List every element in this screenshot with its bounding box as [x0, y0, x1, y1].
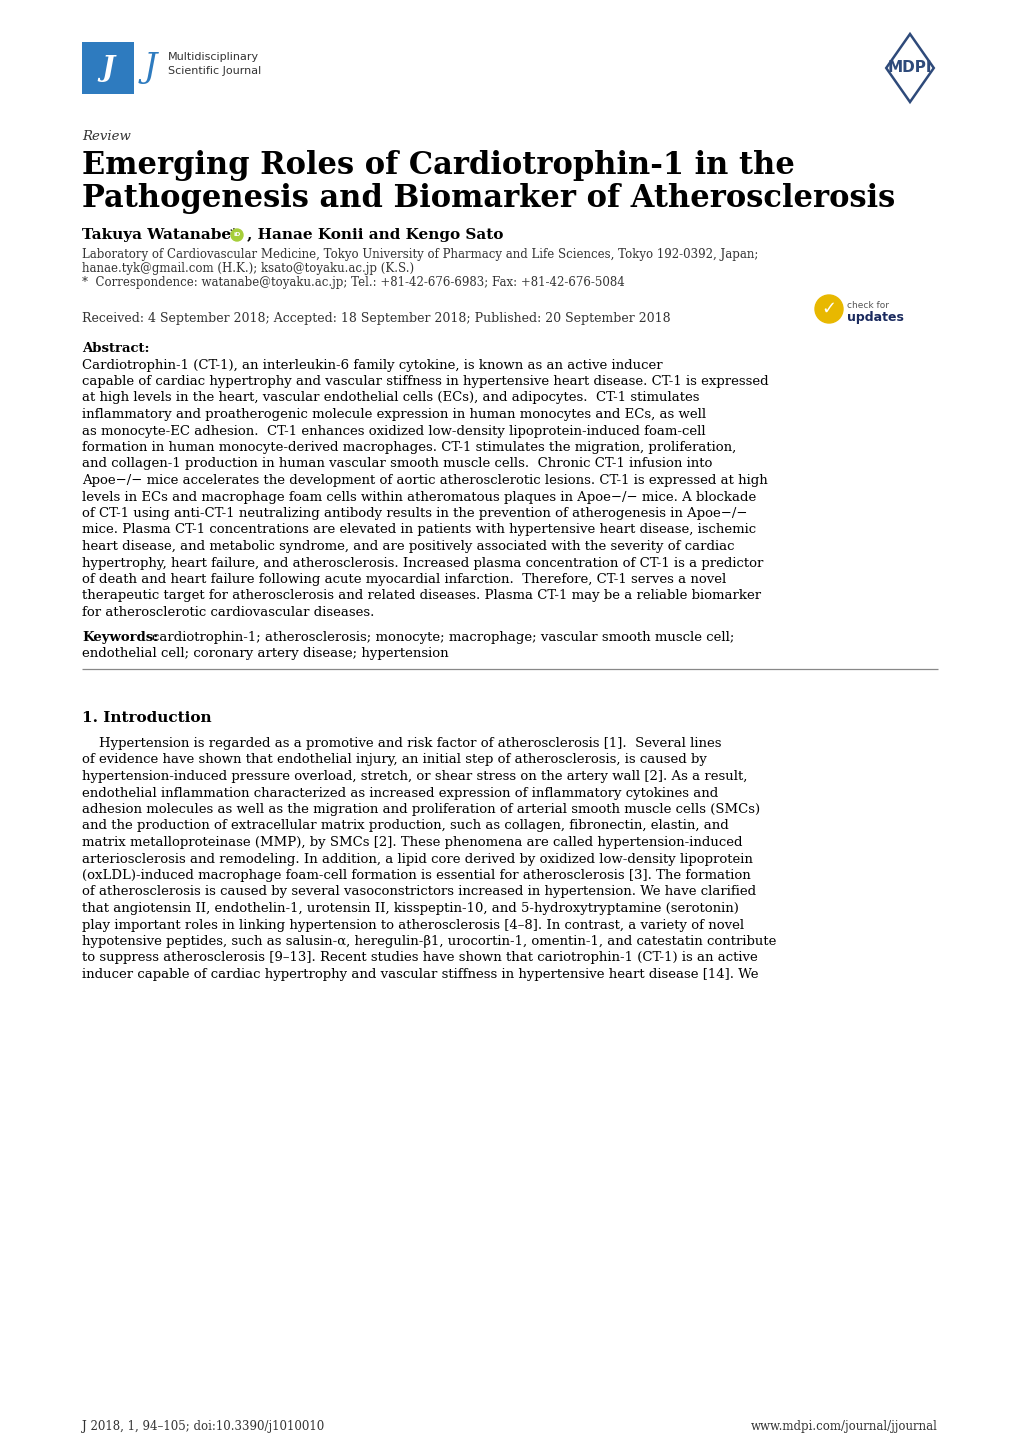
Text: Multidisciplinary
Scientific Journal: Multidisciplinary Scientific Journal: [168, 52, 261, 76]
Text: ✓: ✓: [820, 300, 836, 319]
Text: play important roles in linking hypertension to atherosclerosis [4–8]. In contra: play important roles in linking hyperten…: [82, 919, 744, 932]
Text: , Hanae Konii and Kengo Sato: , Hanae Konii and Kengo Sato: [247, 228, 503, 242]
Text: hypertension-induced pressure overload, stretch, or shear stress on the artery w: hypertension-induced pressure overload, …: [82, 770, 747, 783]
Text: Review: Review: [82, 130, 130, 143]
Text: endothelial inflammation characterized as increased expression of inflammatory c: endothelial inflammation characterized a…: [82, 786, 717, 799]
Text: of evidence have shown that endothelial injury, an initial step of atheroscleros: of evidence have shown that endothelial …: [82, 754, 706, 767]
Text: Emerging Roles of Cardiotrophin-1 in the: Emerging Roles of Cardiotrophin-1 in the: [82, 150, 794, 182]
Text: Cardiotrophin-1 (CT-1), an interleukin-6 family cytokine, is known as an active : Cardiotrophin-1 (CT-1), an interleukin-6…: [82, 359, 662, 372]
Text: capable of cardiac hypertrophy and vascular stiffness in hypertensive heart dise: capable of cardiac hypertrophy and vascu…: [82, 375, 768, 388]
Text: levels in ECs and macrophage foam cells within atheromatous plaques in Apoe−/− m: levels in ECs and macrophage foam cells …: [82, 490, 755, 503]
Text: matrix metalloproteinase (MMP), by SMCs [2]. These phenomena are called hyperten: matrix metalloproteinase (MMP), by SMCs …: [82, 836, 742, 849]
Text: cardiotrophin-1; atherosclerosis; monocyte; macrophage; vascular smooth muscle c: cardiotrophin-1; atherosclerosis; monocy…: [152, 630, 734, 643]
Text: arteriosclerosis and remodeling. In addition, a lipid core derived by oxidized l: arteriosclerosis and remodeling. In addi…: [82, 852, 752, 865]
Text: Hypertension is regarded as a promotive and risk factor of atherosclerosis [1]. : Hypertension is regarded as a promotive …: [82, 737, 720, 750]
Text: for atherosclerotic cardiovascular diseases.: for atherosclerotic cardiovascular disea…: [82, 606, 374, 619]
Text: Keywords:: Keywords:: [82, 630, 158, 643]
Text: of death and heart failure following acute myocardial infarction.  Therefore, CT: of death and heart failure following acu…: [82, 572, 726, 585]
Text: 1. Introduction: 1. Introduction: [82, 711, 211, 725]
Text: inducer capable of cardiac hypertrophy and vascular stiffness in hypertensive he: inducer capable of cardiac hypertrophy a…: [82, 968, 758, 981]
Text: updates: updates: [846, 311, 903, 324]
Text: at high levels in the heart, vascular endothelial cells (ECs), and adipocytes.  : at high levels in the heart, vascular en…: [82, 391, 699, 405]
Text: hanae.tyk@gmail.com (H.K.); ksato@toyaku.ac.jp (K.S.): hanae.tyk@gmail.com (H.K.); ksato@toyaku…: [82, 262, 414, 275]
Text: as monocyte-EC adhesion.  CT-1 enhances oxidized low-density lipoprotein-induced: as monocyte-EC adhesion. CT-1 enhances o…: [82, 424, 705, 437]
Text: hypotensive peptides, such as salusin-α, heregulin-β1, urocortin-1, omentin-1, a: hypotensive peptides, such as salusin-α,…: [82, 934, 775, 947]
Text: Takuya Watanabe: Takuya Watanabe: [82, 228, 236, 242]
Polygon shape: [886, 35, 932, 102]
Text: that angiotensin II, endothelin-1, urotensin II, kisspeptin-10, and 5-hydroxytry: that angiotensin II, endothelin-1, urote…: [82, 903, 738, 916]
Text: J: J: [144, 52, 157, 84]
Text: to suppress atherosclerosis [9–13]. Recent studies have shown that cariotrophin-: to suppress atherosclerosis [9–13]. Rece…: [82, 952, 757, 965]
Text: of CT-1 using anti-CT-1 neutralizing antibody results in the prevention of ather: of CT-1 using anti-CT-1 neutralizing ant…: [82, 508, 747, 521]
Text: Laboratory of Cardiovascular Medicine, Tokyo University of Pharmacy and Life Sci: Laboratory of Cardiovascular Medicine, T…: [82, 248, 758, 261]
Text: endothelial cell; coronary artery disease; hypertension: endothelial cell; coronary artery diseas…: [82, 647, 448, 660]
Circle shape: [230, 229, 243, 241]
Text: Abstract:: Abstract:: [82, 342, 150, 355]
Text: J 2018, 1, 94–105; doi:10.3390/j1010010: J 2018, 1, 94–105; doi:10.3390/j1010010: [82, 1420, 324, 1433]
Text: and collagen-1 production in human vascular smooth muscle cells.  Chronic CT-1 i: and collagen-1 production in human vascu…: [82, 457, 711, 470]
Text: Pathogenesis and Biomarker of Atherosclerosis: Pathogenesis and Biomarker of Atheroscle…: [82, 183, 895, 213]
Text: heart disease, and metabolic syndrome, and are positively associated with the se: heart disease, and metabolic syndrome, a…: [82, 539, 734, 552]
Text: therapeutic target for atherosclerosis and related diseases. Plasma CT-1 may be : therapeutic target for atherosclerosis a…: [82, 590, 760, 603]
Circle shape: [814, 296, 842, 323]
Text: J: J: [101, 55, 114, 82]
Text: of atherosclerosis is caused by several vasoconstrictors increased in hypertensi: of atherosclerosis is caused by several …: [82, 885, 755, 898]
Text: (oxLDL)-induced macrophage foam-cell formation is essential for atherosclerosis : (oxLDL)-induced macrophage foam-cell for…: [82, 870, 750, 883]
Text: check for: check for: [846, 301, 889, 310]
Text: hypertrophy, heart failure, and atherosclerosis. Increased plasma concentration : hypertrophy, heart failure, and atherosc…: [82, 557, 762, 570]
FancyBboxPatch shape: [82, 42, 133, 94]
Text: inflammatory and proatherogenic molecule expression in human monocytes and ECs, : inflammatory and proatherogenic molecule…: [82, 408, 705, 421]
Text: mice. Plasma CT-1 concentrations are elevated in patients with hypertensive hear: mice. Plasma CT-1 concentrations are ele…: [82, 523, 755, 536]
Text: iD: iD: [233, 232, 240, 238]
Text: and the production of extracellular matrix production, such as collagen, fibrone: and the production of extracellular matr…: [82, 819, 728, 832]
Text: *  Correspondence: watanabe@toyaku.ac.jp; Tel.: +81-42-676-6983; Fax: +81-42-676: * Correspondence: watanabe@toyaku.ac.jp;…: [82, 275, 625, 288]
Text: adhesion molecules as well as the migration and proliferation of arterial smooth: adhesion molecules as well as the migrat…: [82, 803, 759, 816]
Text: *: *: [229, 228, 237, 242]
Text: formation in human monocyte-derived macrophages. CT-1 stimulates the migration, : formation in human monocyte-derived macr…: [82, 441, 736, 454]
Text: Received: 4 September 2018; Accepted: 18 September 2018; Published: 20 September: Received: 4 September 2018; Accepted: 18…: [82, 311, 669, 324]
Text: www.mdpi.com/journal/jjournal: www.mdpi.com/journal/jjournal: [750, 1420, 937, 1433]
Text: Apoe−/− mice accelerates the development of aortic atherosclerotic lesions. CT-1: Apoe−/− mice accelerates the development…: [82, 474, 767, 487]
Text: MDPI: MDPI: [887, 61, 931, 75]
